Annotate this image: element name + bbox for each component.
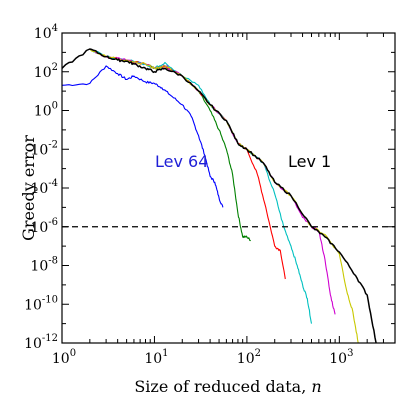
y-tick-label-base: 10 xyxy=(30,259,48,275)
y-tick-label: 100 xyxy=(34,101,58,120)
plot-frame xyxy=(61,32,396,344)
x-tick-label-exponent: 3 xyxy=(347,348,353,359)
y-tick-label: 10-2 xyxy=(30,139,58,158)
y-tick-label-base: 10 xyxy=(34,104,52,120)
y-tick-label: 10-8 xyxy=(30,256,58,275)
y-tick-label: 10-6 xyxy=(30,217,58,236)
x-tick-label-base: 10 xyxy=(329,351,347,367)
annotation-layer: Lev 64 Lev 1 xyxy=(155,152,331,171)
y-tick-label-exponent: -10 xyxy=(42,294,58,305)
y-tick-label: 10-4 xyxy=(30,178,58,197)
y-tick-label-exponent: 4 xyxy=(52,23,58,34)
series-layer xyxy=(62,48,377,343)
x-tick-label-base: 10 xyxy=(52,351,70,367)
x-tick-label-exponent: 2 xyxy=(255,348,261,359)
y-axis-label: Greedy error xyxy=(19,135,38,241)
x-tick-label: 100 xyxy=(52,348,76,367)
x-tick-label-exponent: 0 xyxy=(70,348,76,359)
y-tick-label-base: 10 xyxy=(24,336,42,352)
x-tick-label: 102 xyxy=(237,348,261,367)
y-tick-label-base: 10 xyxy=(24,297,42,313)
y-tick-label: 104 xyxy=(34,23,58,42)
y-tick-label-exponent: -6 xyxy=(48,217,58,228)
tick-layer: 100 101 102 10310410210010-210-410-610-810-… xyxy=(24,23,396,367)
y-tick-label-exponent: 0 xyxy=(52,101,58,112)
y-tick-label: 10-12 xyxy=(24,333,58,352)
y-tick-label-base: 10 xyxy=(30,181,48,197)
y-tick-label: 10-10 xyxy=(24,294,58,313)
annotation-2: Lev 1 xyxy=(288,152,331,171)
y-tick-label-exponent: -2 xyxy=(48,139,58,150)
y-tick-label-exponent: -8 xyxy=(48,256,58,267)
y-tick-label-exponent: 2 xyxy=(52,62,58,73)
series-line-1 xyxy=(62,65,224,208)
x-axis-label-text: Size of reduced data, xyxy=(134,377,306,396)
x-axis-label-variable: n xyxy=(311,377,321,396)
y-tick-label-base: 10 xyxy=(30,142,48,158)
y-tick-label-exponent: -12 xyxy=(42,333,58,344)
series-line-7 xyxy=(62,48,377,343)
y-tick-label-base: 10 xyxy=(34,26,52,42)
x-tick-label: 101 xyxy=(144,348,168,367)
x-tick-label-base: 10 xyxy=(144,351,162,367)
y-tick-label-base: 10 xyxy=(34,65,52,81)
x-tick-label-base: 10 xyxy=(237,351,255,367)
x-tick-label: 103 xyxy=(329,348,353,367)
x-axis-label: Size of reduced data, n xyxy=(134,377,321,396)
y-tick-label: 102 xyxy=(34,62,58,81)
x-tick-label-exponent: 1 xyxy=(162,348,168,359)
y-tick-label-base: 10 xyxy=(30,220,48,236)
annotation-1: Lev 64 xyxy=(155,152,208,171)
y-tick-label-exponent: -4 xyxy=(48,178,58,189)
